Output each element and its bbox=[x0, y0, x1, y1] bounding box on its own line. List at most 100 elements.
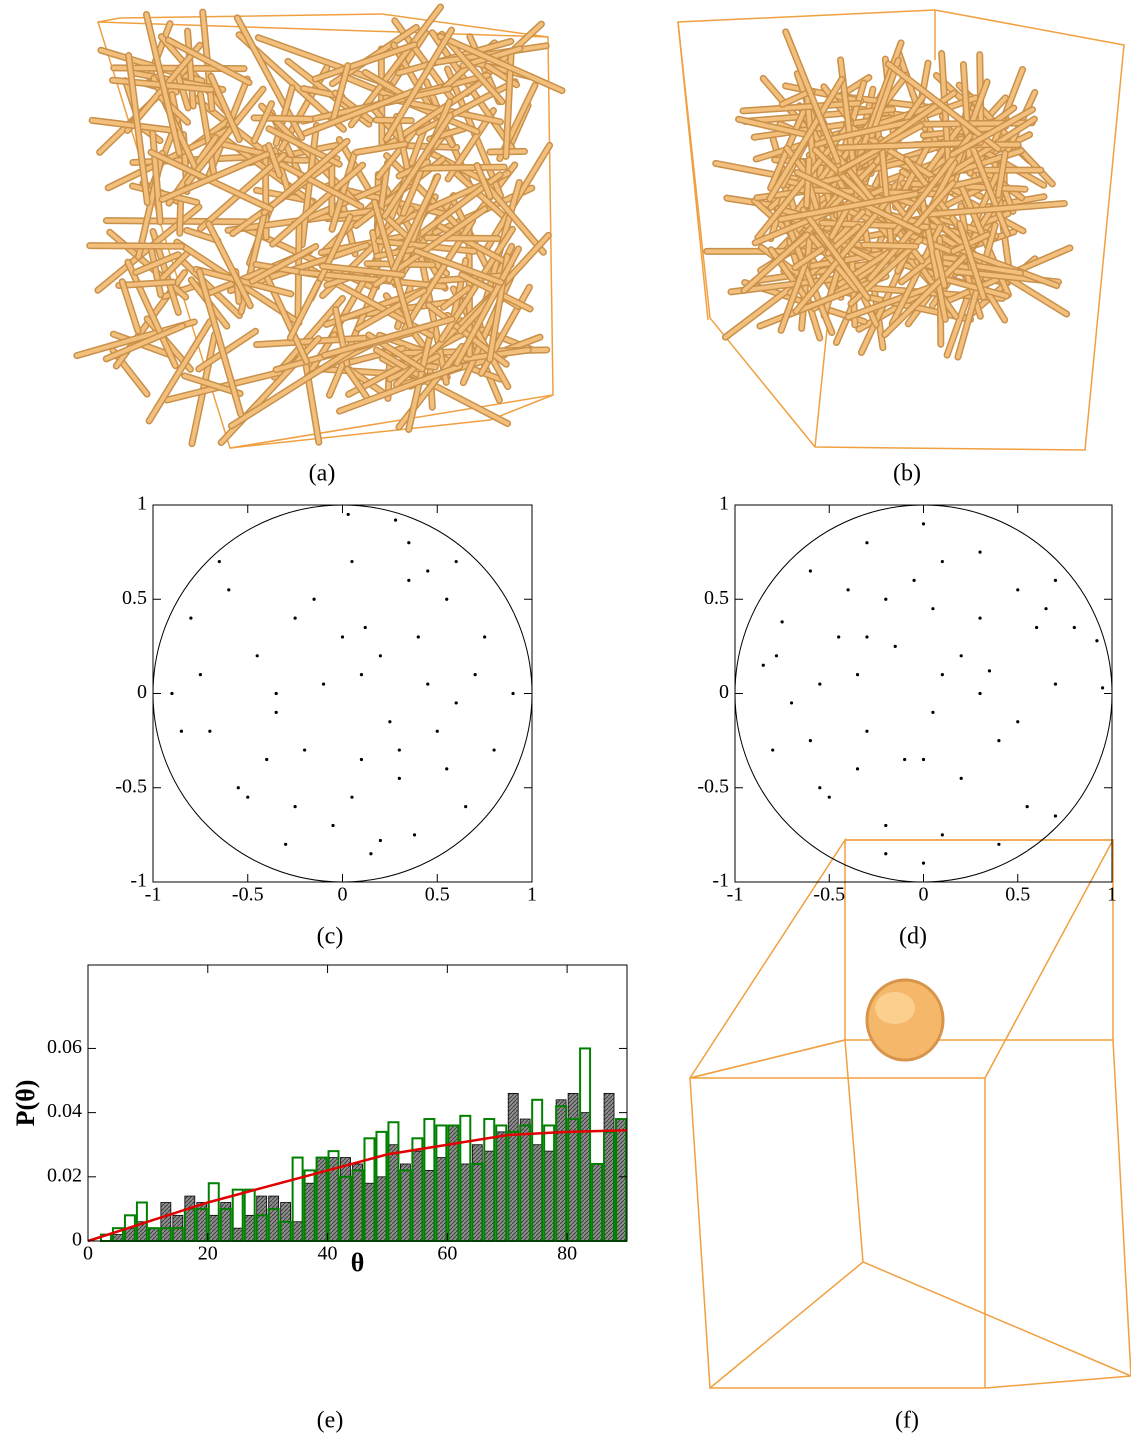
point bbox=[940, 833, 944, 837]
fibers-b bbox=[703, 28, 1074, 361]
fiber-highlight bbox=[384, 28, 454, 142]
caption: (f) bbox=[895, 1408, 919, 1434]
plot-frame bbox=[734, 504, 1113, 883]
fiber-highlight bbox=[158, 249, 191, 283]
x-tick-label: -0.5 bbox=[813, 884, 845, 906]
fiber-highlight bbox=[783, 29, 840, 164]
point bbox=[388, 720, 392, 724]
point bbox=[312, 597, 316, 601]
caption: (e) bbox=[317, 1408, 344, 1434]
point bbox=[1095, 639, 1099, 643]
point bbox=[774, 654, 779, 658]
point bbox=[393, 518, 398, 522]
point bbox=[303, 748, 307, 752]
fiber-highlight bbox=[829, 205, 850, 239]
point bbox=[921, 861, 926, 865]
fiber-highlight bbox=[779, 261, 808, 333]
point bbox=[378, 838, 382, 843]
fiber-highlight bbox=[262, 139, 350, 215]
bar bbox=[400, 1163, 411, 1242]
x-tick-label: 0 bbox=[83, 1243, 93, 1265]
fiber-highlight bbox=[801, 207, 870, 300]
point bbox=[445, 767, 449, 771]
caption: (d) bbox=[899, 924, 927, 950]
fiber-highlight bbox=[961, 62, 973, 176]
fiber-highlight bbox=[133, 252, 181, 275]
fiber-highlight bbox=[382, 113, 453, 219]
fiber-highlight bbox=[104, 324, 185, 361]
point bbox=[780, 620, 784, 624]
fiber-highlight bbox=[374, 347, 426, 381]
point bbox=[416, 635, 420, 639]
point bbox=[865, 729, 869, 733]
point bbox=[293, 805, 297, 809]
bar bbox=[148, 1227, 160, 1242]
point bbox=[846, 588, 850, 592]
x-tick-label: 0 bbox=[338, 884, 348, 906]
fiber-highlight bbox=[125, 260, 178, 368]
bar bbox=[567, 1092, 579, 1242]
fiber-highlight bbox=[116, 280, 175, 288]
point bbox=[921, 757, 926, 762]
fiber-highlight bbox=[937, 275, 1009, 299]
fiber-highlight bbox=[270, 163, 365, 247]
point bbox=[284, 842, 288, 846]
bar bbox=[376, 1176, 387, 1242]
bar bbox=[304, 1182, 315, 1242]
fiber-highlight bbox=[177, 199, 183, 236]
y-tick-label: -1 bbox=[712, 870, 729, 892]
fiber-highlight bbox=[379, 46, 385, 148]
fiber-highlight bbox=[414, 249, 503, 285]
bar bbox=[495, 1131, 507, 1242]
bar bbox=[483, 1150, 495, 1242]
bar bbox=[160, 1202, 172, 1242]
point bbox=[931, 607, 935, 611]
point bbox=[865, 635, 869, 639]
fiber-highlight bbox=[90, 118, 177, 133]
point bbox=[818, 682, 822, 686]
bar bbox=[615, 1118, 627, 1242]
fiber-highlight bbox=[166, 38, 252, 85]
plot-frame bbox=[87, 964, 628, 1242]
point bbox=[346, 512, 350, 517]
caption: (c) bbox=[317, 924, 344, 950]
x-tick-label: -1 bbox=[145, 884, 162, 906]
point bbox=[426, 682, 430, 686]
point bbox=[893, 644, 897, 648]
point bbox=[959, 654, 963, 658]
point bbox=[274, 691, 278, 696]
fiber-highlight bbox=[194, 267, 293, 296]
point bbox=[412, 833, 417, 837]
fiber-highlight bbox=[266, 143, 282, 178]
y-tick-label: 0.06 bbox=[47, 1036, 82, 1058]
y-tick-label: 0.02 bbox=[47, 1164, 82, 1186]
point bbox=[884, 597, 888, 601]
y-tick-label: 1 bbox=[137, 493, 147, 515]
cube-frame-f bbox=[689, 837, 1131, 1389]
bar bbox=[124, 1227, 136, 1242]
fiber-highlight bbox=[950, 107, 1035, 157]
point bbox=[350, 795, 354, 799]
point bbox=[940, 559, 944, 564]
point bbox=[208, 729, 212, 733]
fiber-highlight bbox=[175, 72, 191, 110]
fiber-highlight bbox=[320, 264, 405, 277]
particle bbox=[865, 978, 945, 1062]
point bbox=[1100, 686, 1105, 690]
point bbox=[511, 691, 515, 696]
x-tick-label: 20 bbox=[198, 1243, 218, 1265]
point bbox=[997, 842, 1001, 846]
point bbox=[931, 710, 935, 714]
fiber-highlight bbox=[150, 127, 163, 224]
fiber-highlight bbox=[197, 269, 243, 416]
point bbox=[959, 776, 963, 780]
point bbox=[827, 795, 831, 799]
point bbox=[198, 673, 202, 677]
point bbox=[1016, 588, 1020, 592]
fiber-highlight bbox=[957, 221, 986, 300]
fiber-highlight bbox=[330, 151, 357, 232]
y-tick-label: 0.5 bbox=[704, 587, 729, 609]
y-tick-label: 1 bbox=[719, 493, 729, 515]
fiber-highlight bbox=[736, 117, 807, 137]
